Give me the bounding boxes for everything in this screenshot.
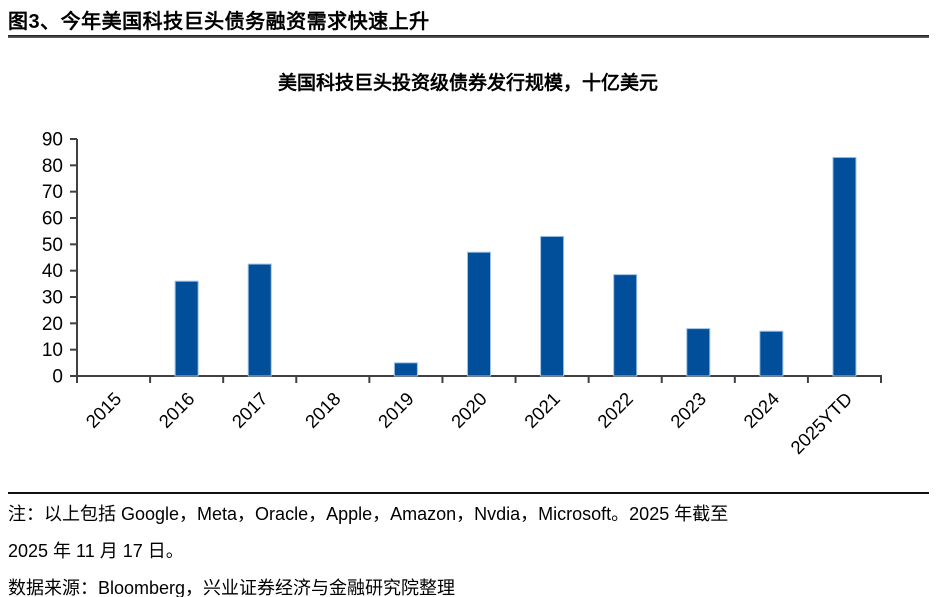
bar-2023 [686, 328, 711, 377]
bar-2025YTD [832, 156, 857, 377]
chart-title: 美国科技巨头投资级债券发行规模，十亿美元 [277, 73, 658, 94]
y-tick-label-10: 10 [42, 340, 63, 361]
x-label-2017: 2017 [228, 388, 272, 432]
note-line-1: 注：以上包括 Google，Meta，Oracle，Apple，Amazon，N… [8, 504, 729, 524]
chart-notes: 注：以上包括 Google，Meta，Oracle，Apple，Amazon，N… [8, 496, 930, 597]
bar-chart-svg: 0 10 20 30 40 50 60 70 80 90 2015 2016 2017 2018 2019 2… [42, 130, 882, 458]
bar-chart: 0 10 20 30 40 50 60 70 80 90 2015 2016 2017 2018 2019 2… [0, 95, 936, 480]
figure-title: 图3、今年美国科技巨头债务融资需求快速上升 [8, 11, 430, 33]
x-label-2024: 2024 [739, 388, 783, 432]
bar-2017 [247, 263, 272, 377]
y-tick-label-30: 30 [42, 288, 63, 309]
bar-2020 [467, 251, 491, 377]
data-source-line: 数据来源：Bloomberg，兴业证券经济与金融研究院整理 [8, 578, 456, 597]
bar-2016 [174, 280, 199, 377]
x-label-2025YTD: 2025YTD [786, 388, 856, 458]
y-tick-label-60: 60 [42, 209, 63, 230]
y-tick-label-50: 50 [42, 235, 63, 256]
bar-2019 [393, 362, 418, 377]
bar-2022 [613, 274, 638, 377]
x-label-2019: 2019 [374, 388, 418, 432]
title-divider [8, 35, 929, 38]
bar-2024 [759, 330, 784, 377]
y-tick-label-20: 20 [42, 314, 63, 335]
x-label-2023: 2023 [666, 388, 710, 432]
note-line-2: 2025 年 11 月 17 日。 [8, 541, 184, 561]
y-tick-label-90: 90 [42, 130, 63, 151]
y-tick-label-80: 80 [42, 156, 63, 177]
bar-2021 [540, 235, 565, 377]
x-label-2018: 2018 [301, 388, 345, 432]
x-label-2020: 2020 [447, 388, 491, 432]
x-label-2021: 2021 [520, 388, 564, 432]
footer-divider [8, 492, 929, 494]
x-label-2022: 2022 [593, 388, 637, 432]
x-label-2015: 2015 [81, 388, 125, 432]
y-tick-label-0: 0 [52, 367, 63, 388]
x-label-2016: 2016 [155, 388, 199, 432]
y-tick-label-40: 40 [42, 261, 63, 282]
y-tick-label-70: 70 [42, 182, 63, 203]
